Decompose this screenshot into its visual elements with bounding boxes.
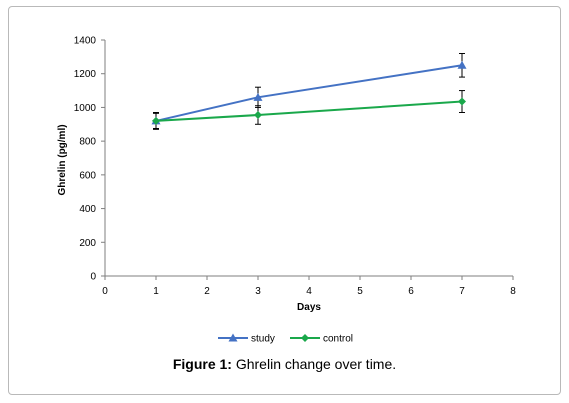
caption-label: Figure 1: (172, 356, 232, 372)
legend-item-control: control (290, 334, 353, 345)
x-tick-label: 1 (153, 286, 159, 297)
x-tick-labels: 0 1 2 3 4 5 6 7 8 (102, 286, 516, 297)
y-tick-label: 1400 (74, 36, 97, 47)
y-tick-label: 0 (90, 272, 96, 283)
data-point-study (253, 92, 263, 101)
chart-axes (101, 39, 514, 280)
legend-item-study: study (218, 333, 275, 345)
legend-marker (301, 334, 309, 342)
legend-label: control (323, 334, 353, 345)
y-tick-label: 1000 (74, 103, 97, 114)
data-point-control (458, 97, 466, 106)
x-tick-label: 7 (459, 286, 465, 297)
x-tick-label: 6 (408, 286, 414, 297)
legend-marker (228, 333, 238, 342)
x-tick-label: 4 (306, 286, 312, 297)
x-tick-label: 3 (255, 286, 261, 297)
series-lines (155, 64, 463, 122)
data-point-control (254, 111, 262, 120)
y-tick-label: 400 (79, 204, 96, 215)
y-tick-label: 200 (79, 238, 96, 249)
chart: 0 200 400 600 800 1000 1200 1400 0 1 2 3 4 5 6 7 8 Ghre… (57, 36, 516, 345)
y-tick-labels: 0 200 400 600 800 1000 1200 1400 (74, 36, 97, 283)
caption-text: Ghrelin change over time. (231, 356, 397, 372)
y-tick-label: 1200 (74, 69, 97, 80)
y-tick-label: 600 (79, 170, 96, 181)
series-markers (151, 60, 467, 125)
data-point-control (152, 116, 160, 125)
x-tick-label: 8 (510, 286, 516, 297)
figure-frame (8, 6, 561, 395)
x-tick-label: 0 (102, 286, 108, 297)
legend: study control (218, 333, 353, 345)
legend-label: study (251, 334, 275, 345)
x-tick-label: 5 (357, 286, 363, 297)
x-tick-label: 2 (204, 286, 210, 297)
x-axis-label: Days (297, 302, 321, 313)
y-tick-label: 800 (79, 137, 96, 148)
y-axis-label: Ghrelin (pg/ml) (57, 124, 68, 195)
figure-caption: Figure 1: Ghrelin change over time. (0, 356, 569, 372)
data-point-study (457, 60, 467, 69)
